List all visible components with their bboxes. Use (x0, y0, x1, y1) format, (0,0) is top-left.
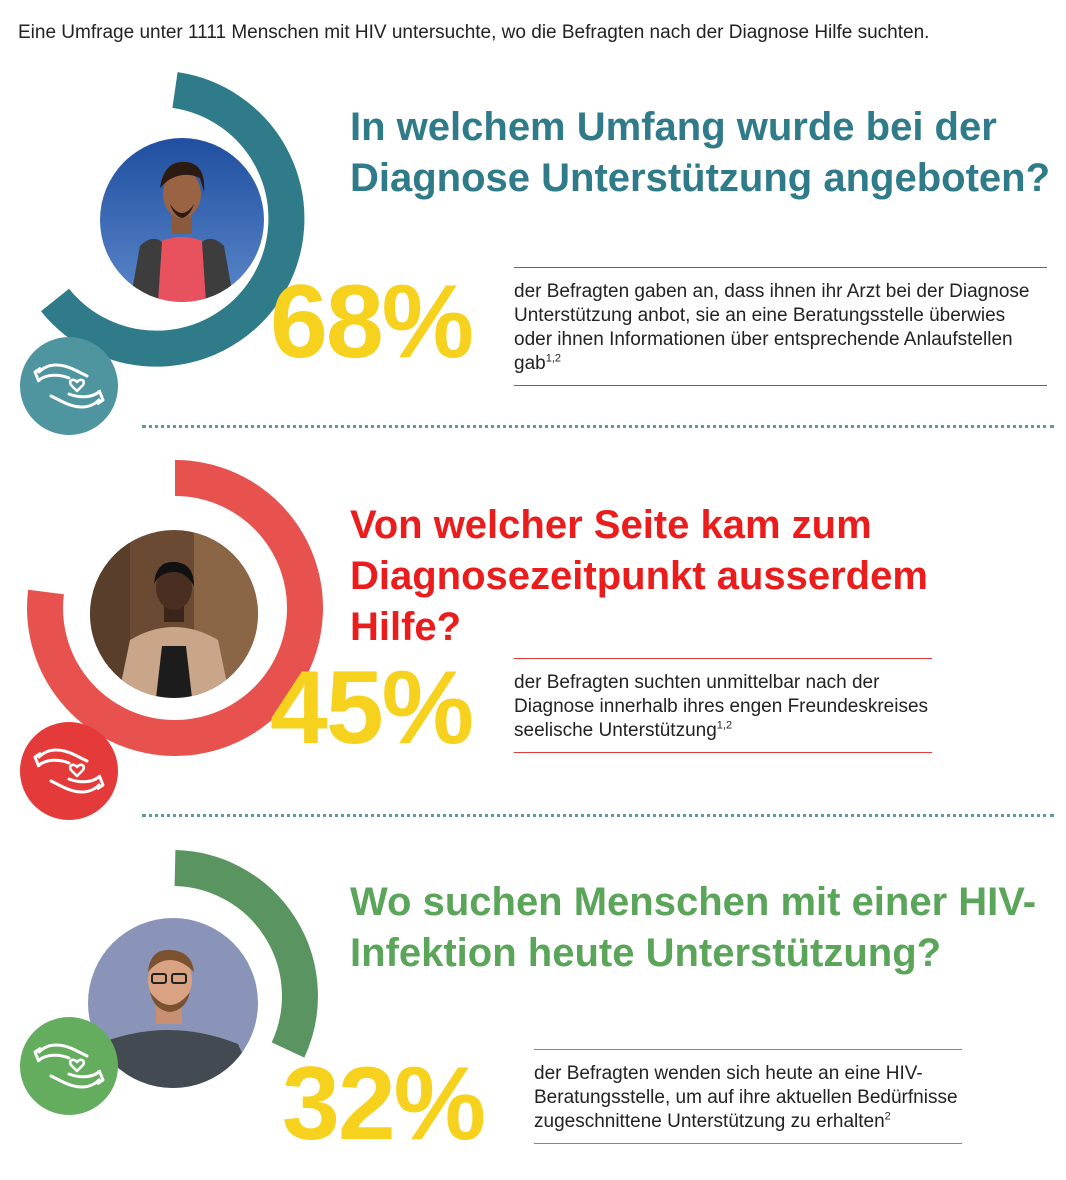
stat-description-text: der Befragten suchten unmittelbar nach d… (514, 672, 929, 741)
intro-text: Eine Umfrage unter 1111 Menschen mit HIV… (18, 22, 930, 43)
percent-stat: 45% (270, 650, 474, 766)
stat-description: der Befragten suchten unmittelbar nach d… (514, 658, 932, 753)
progress-ring-red (27, 460, 323, 756)
helping-hands-heart-icon (33, 1043, 105, 1089)
stat-description: der Befragten wenden sich heute an eine … (534, 1049, 962, 1144)
percent-stat: 68% (270, 264, 474, 380)
footnote-ref: 2 (884, 1110, 891, 1123)
footnote-ref: 1,2 (716, 719, 733, 732)
section-divider (142, 425, 1054, 428)
progress-ring-teal (40, 72, 305, 367)
badge-helping-hands (20, 1017, 118, 1115)
footnote-ref: 1,2 (545, 352, 561, 365)
section-support-at-diagnosis: In welchem Umfang wurde bei der Diagnose… (0, 60, 1066, 435)
section-heading: Von welcher Seite kam zum Diagnosezeitpu… (350, 503, 928, 649)
woman-photo (90, 530, 258, 698)
badge-helping-hands (20, 337, 118, 435)
section-divider (142, 814, 1054, 817)
badge-helping-hands (20, 722, 118, 820)
percent-stat: 32% (282, 1046, 486, 1162)
section-heading: Wo suchen Menschen mit einer HIV-Infekti… (350, 880, 1037, 975)
progress-ring-green (174, 850, 318, 1058)
section-additional-help: Von welcher Seite kam zum Diagnosezeitpu… (0, 450, 1066, 820)
section-support-today: Wo suchen Menschen mit einer HIV-Infekti… (0, 840, 1066, 1180)
helping-hands-heart-icon (33, 748, 105, 794)
stat-description: der Befragten gaben an, dass ihnen ihr A… (514, 267, 1047, 386)
stat-description-text: der Befragten wenden sich heute an eine … (534, 1063, 958, 1132)
section-heading: In welchem Umfang wurde bei der Diagnose… (350, 105, 1050, 200)
man-photo (100, 138, 264, 302)
stat-description-text: der Befragten gaben an, dass ihnen ihr A… (514, 281, 1030, 374)
helping-hands-heart-icon (33, 363, 105, 409)
